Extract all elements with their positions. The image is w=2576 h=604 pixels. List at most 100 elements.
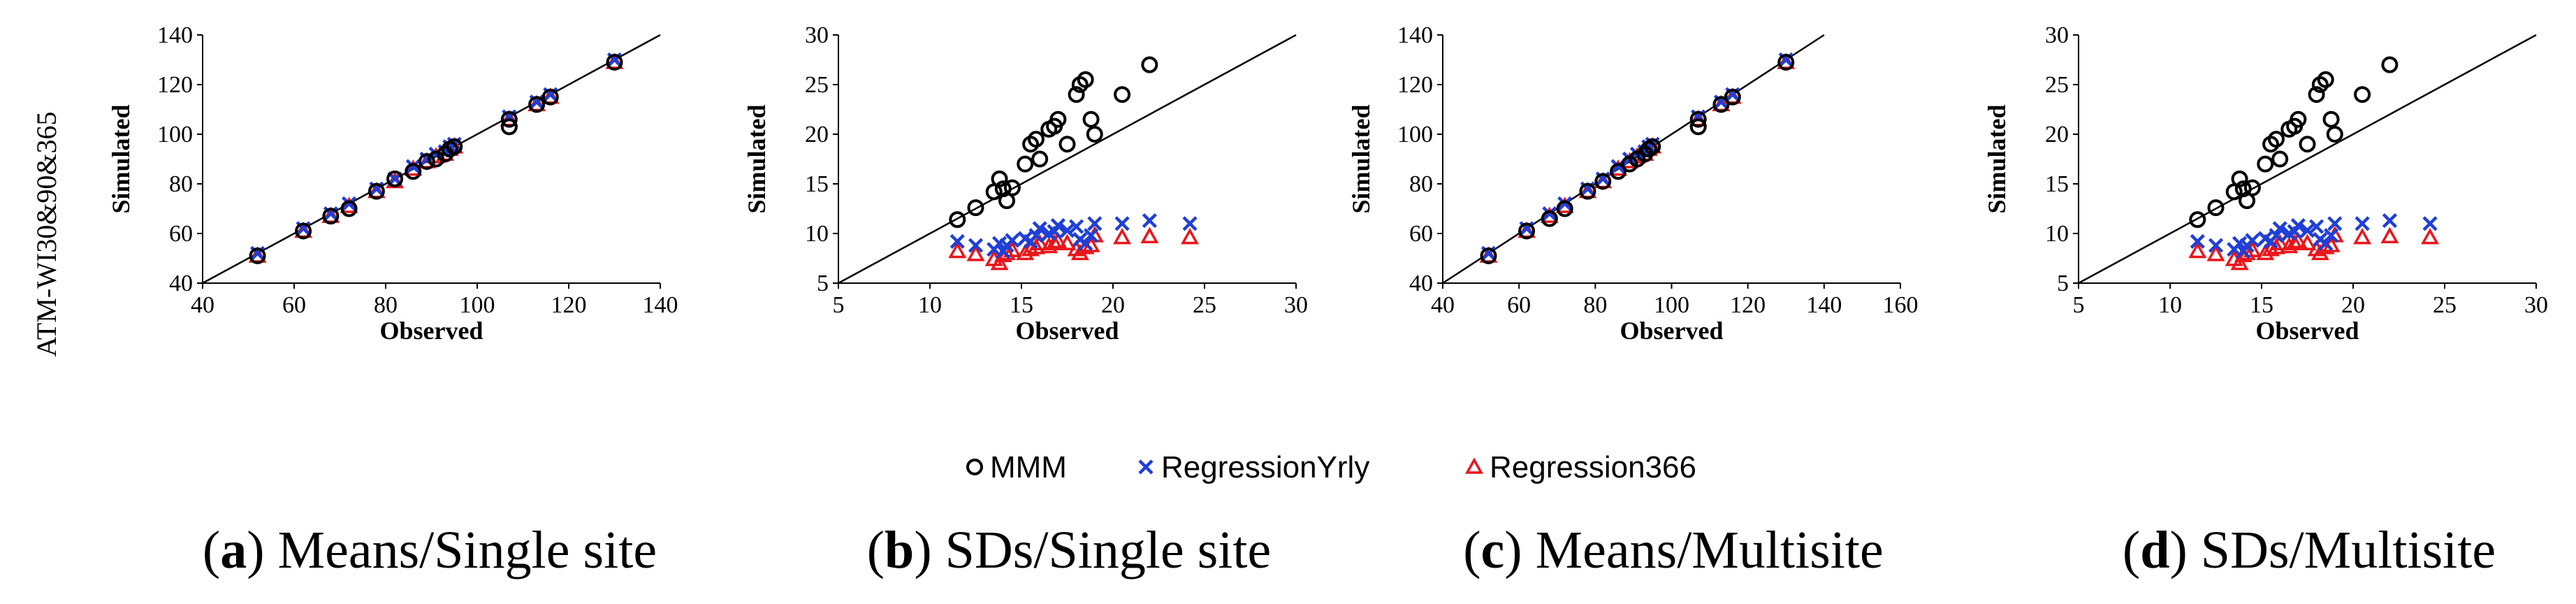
legend-item-r366: Regression366 [1465,450,1696,484]
data-point [1594,173,1612,190]
data-point [1083,228,1099,243]
chart-panel-b: 5 10 15 20 25 30 5 10 15 20 25 30 Observed Simulated [743,22,1308,345]
data-point [1141,56,1158,73]
data-point [446,138,463,155]
x-tick-label: 60 [1507,292,1531,318]
data-point [2322,110,2340,128]
caption-paren-open: ( [2123,521,2140,580]
data-point [1049,110,1067,128]
x-tick-label: 15 [2250,292,2273,318]
data-point [386,170,404,187]
x-tick-label: 100 [460,292,495,318]
x-tick-label: 20 [2341,292,2365,318]
y-tick-label: 120 [157,72,193,98]
data-point [2380,226,2399,244]
data-point [2326,126,2343,143]
data-point [2318,236,2334,251]
data-point [1050,218,1065,233]
y-tick-label: 10 [805,221,829,247]
data-point [1557,196,1573,211]
data-point [968,238,984,253]
y-tick-label: 25 [2045,72,2069,98]
y-tick-label: 80 [169,171,193,197]
caption-text: SDs/Multisite [2201,521,2496,580]
y-tick-label: 40 [1409,271,1433,296]
data-point [2188,241,2207,259]
y-axis-label: Simulated [1983,104,2011,213]
x-axis-label: Observed [1620,317,1724,345]
data-point [2208,238,2224,253]
data-point [342,196,357,211]
series-RegressionYrly [949,213,1198,259]
data-point [405,159,421,174]
caption-letter: c [1481,521,1505,580]
y-tick-label: 40 [169,271,193,296]
data-point [2207,199,2225,217]
identity-line [838,34,1297,285]
data-point [2353,228,2372,245]
data-point [2285,233,2304,250]
caption-text: Means/Single site [278,521,657,580]
legend: MMM RegressionYrly Regression366 [966,450,1696,484]
data-point [249,247,266,264]
data-point [1712,96,1730,113]
y-tick-label: 15 [805,171,829,197]
data-point [2245,233,2260,248]
data-point [2354,86,2371,103]
y-tick-label: 100 [1397,122,1433,148]
data-point [1087,216,1103,231]
data-point [2290,110,2307,128]
data-point [1058,233,1077,250]
x-tick-label: 25 [1193,292,1216,318]
x-tick-label: 5 [833,292,845,318]
data-point [2308,86,2325,103]
y-tick-label: 140 [157,22,193,48]
data-point [1027,131,1045,148]
data-point [2298,233,2317,250]
y-tick-label: 140 [1397,22,1433,48]
y-tick-label: 15 [2045,171,2069,197]
data-point [1003,240,1021,257]
data-point [2230,253,2249,271]
series-MMM [949,56,1158,229]
data-point [2271,233,2290,250]
x-tick-label: 30 [1284,292,1308,318]
x-tick-label: 30 [2524,292,2548,318]
data-point [2231,170,2248,187]
data-point [1480,247,1497,264]
legend-marker [966,459,983,475]
data-point [2243,240,2262,257]
data-point [1045,233,1064,250]
panels: 40 60 80 100 120 140 40 60 80 100 120 140 Observed Si… [107,22,2548,345]
data-point [1113,228,1132,245]
data-point [2271,150,2289,168]
data-point [1059,223,1075,238]
data-point [1777,54,1795,71]
caption-paren-open: ( [1463,521,1480,580]
data-point [1579,182,1596,200]
x-axis-label: Observed [380,317,483,345]
data-point [1077,71,1094,88]
legend-marker [1138,459,1154,475]
data-point [2355,216,2370,231]
caption-paren-close: ) [247,521,277,580]
caption-c: (c) Means/Multisite [1463,521,1884,580]
data-point [991,170,1008,187]
identity-line [2078,34,2537,285]
data-point [1142,213,1157,229]
data-point [1031,233,1049,250]
data-point [1724,88,1741,106]
data-point [418,153,435,171]
y-axis-label: Simulated [1347,104,1375,213]
data-point [2257,155,2274,173]
data-point [990,253,1009,271]
data-point [2299,223,2315,238]
data-point [2190,233,2205,249]
y-tick-label: 20 [805,122,829,148]
data-point [949,233,965,249]
legend-label: Regression366 [1490,450,1696,484]
caption-paren-close: ) [914,521,945,580]
row-label: ATM-WI30&90&365 [31,111,62,357]
legend-item-yrly: RegressionYrly [1138,450,1369,484]
